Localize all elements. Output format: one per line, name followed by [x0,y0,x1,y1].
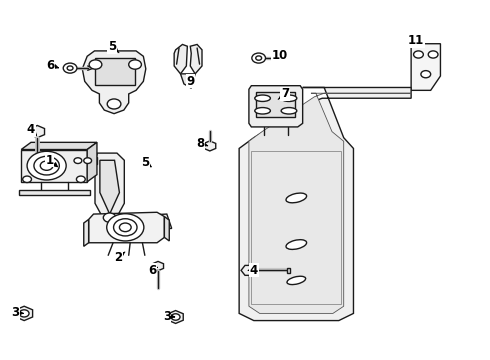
Circle shape [23,176,31,183]
Text: 5: 5 [108,40,119,53]
Polygon shape [71,157,98,164]
Polygon shape [164,217,169,241]
Text: 5: 5 [141,156,151,169]
Text: 6: 6 [47,59,58,72]
Text: 11: 11 [408,34,424,48]
Ellipse shape [281,108,297,114]
Text: 4: 4 [248,264,258,277]
Circle shape [107,99,121,109]
Polygon shape [239,87,411,320]
Circle shape [414,51,423,58]
Polygon shape [249,86,303,127]
Polygon shape [256,92,295,117]
Text: 7: 7 [278,87,289,100]
Circle shape [114,219,137,236]
Circle shape [120,223,131,231]
Polygon shape [16,306,33,320]
Ellipse shape [255,95,270,102]
Polygon shape [287,267,290,273]
Text: 6: 6 [148,264,157,277]
Polygon shape [190,44,202,74]
Polygon shape [168,311,183,323]
Text: 9: 9 [186,75,195,88]
Polygon shape [96,58,135,85]
Polygon shape [249,93,411,314]
Polygon shape [174,44,187,74]
Polygon shape [84,220,89,246]
Ellipse shape [255,108,270,114]
Polygon shape [411,44,441,90]
Circle shape [252,53,266,63]
Polygon shape [95,153,124,221]
Text: 4: 4 [27,123,36,136]
Circle shape [34,156,59,175]
Text: 1: 1 [46,154,57,167]
Circle shape [89,60,102,69]
Ellipse shape [286,193,307,203]
Polygon shape [87,142,97,182]
Ellipse shape [286,240,307,249]
Polygon shape [89,212,164,243]
Circle shape [84,158,92,163]
Ellipse shape [287,276,306,284]
Circle shape [74,158,82,163]
Circle shape [27,151,66,180]
Polygon shape [152,261,164,271]
Circle shape [103,213,116,222]
Polygon shape [180,74,195,88]
Text: 3: 3 [163,310,174,323]
Circle shape [63,63,77,73]
Circle shape [67,66,73,70]
Polygon shape [82,51,146,114]
Ellipse shape [281,95,297,102]
Circle shape [421,71,431,78]
Circle shape [428,51,438,58]
Text: 3: 3 [11,306,23,319]
Circle shape [107,214,144,241]
Polygon shape [94,214,172,234]
Circle shape [171,314,180,320]
Polygon shape [204,141,216,151]
Polygon shape [241,265,257,275]
Circle shape [76,176,85,183]
Text: 8: 8 [196,137,208,150]
Polygon shape [31,170,43,173]
Polygon shape [30,126,45,138]
Polygon shape [21,149,87,182]
Text: 2: 2 [114,251,125,264]
Circle shape [129,60,142,69]
Circle shape [256,56,262,60]
Circle shape [40,161,53,170]
Text: 10: 10 [272,49,288,62]
Polygon shape [19,190,90,195]
Circle shape [19,310,29,317]
Polygon shape [100,160,120,214]
Polygon shape [21,142,97,149]
